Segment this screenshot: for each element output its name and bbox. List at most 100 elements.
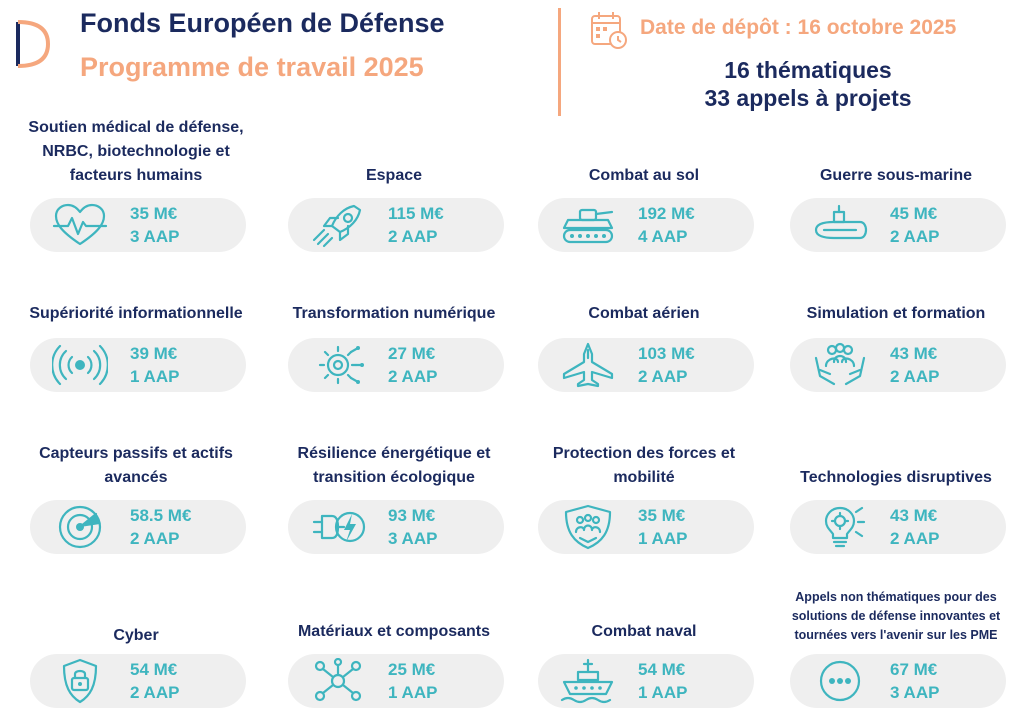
theme-title: Résilience énergétique et transition éco… xyxy=(297,445,491,486)
theme-pill: 25 M€ 1 AAP xyxy=(288,654,504,708)
theme-calls: 3 AAP xyxy=(130,227,180,246)
submarine-icon xyxy=(814,204,868,240)
page-title: Fonds Européen de Défense xyxy=(80,8,445,38)
theme-amount: 35 M€ xyxy=(130,204,178,223)
theme-figures: 35 M€ 3 AAP xyxy=(130,202,179,248)
theme-title: Espace xyxy=(365,167,423,184)
theme-pill: 35 M€ 1 AAP xyxy=(538,500,754,554)
theme-pill: 58.5 M€ 2 AAP xyxy=(30,500,246,554)
theme-card: Espace 115 M€ 2 AAP xyxy=(274,164,514,256)
cyber-lock-icon xyxy=(62,658,98,704)
theme-amount: 192 M€ xyxy=(638,204,695,223)
heart-pulse-icon xyxy=(52,203,108,246)
theme-title: Soutien médical de défense, NRBC, biotec… xyxy=(28,119,244,184)
theme-title: Matériaux et composants xyxy=(297,623,491,640)
calls-count: 33 appels à projets xyxy=(704,85,912,111)
page-subtitle: Programme de travail 2025 xyxy=(80,52,424,82)
theme-card: Supériorité informationnelle 39 M€ 1 AAP xyxy=(16,302,256,394)
theme-pill: 54 M€ 2 AAP xyxy=(30,654,246,708)
people-hands-icon xyxy=(814,342,866,386)
theme-pill: 27 M€ 2 AAP xyxy=(288,338,504,392)
theme-amount: 43 M€ xyxy=(890,344,938,363)
theme-figures: 27 M€ 2 AAP xyxy=(388,342,437,388)
theme-figures: 67 M€ 3 AAP xyxy=(890,658,939,704)
theme-amount: 43 M€ xyxy=(890,506,938,525)
theme-pill: 103 M€ 2 AAP xyxy=(538,338,754,392)
theme-pill: 54 M€ 1 AAP xyxy=(538,654,754,708)
theme-amount: 27 M€ xyxy=(388,344,436,363)
theme-calls: 1 AAP xyxy=(638,683,688,702)
theme-card: Protection des forces et mobilité 35 M€ … xyxy=(524,442,764,556)
theme-amount: 45 M€ xyxy=(890,204,938,223)
theme-card: Transformation numérique 27 M€ 2 AAP xyxy=(274,302,514,394)
theme-card: Combat aérien 103 M€ 2 AAP xyxy=(524,302,764,394)
theme-figures: 39 M€ 1 AAP xyxy=(130,342,179,388)
theme-card: Appels non thématiques pour des solution… xyxy=(776,588,1016,714)
theme-figures: 115 M€ 2 AAP xyxy=(388,202,444,248)
theme-pill: 39 M€ 1 AAP xyxy=(30,338,246,392)
rocket-icon xyxy=(312,204,362,248)
submission-date: Date de dépôt : 16 octobre 2025 xyxy=(640,16,957,39)
theme-title: Simulation et formation xyxy=(806,305,986,322)
theme-amount: 54 M€ xyxy=(638,660,686,679)
theme-pill: 43 M€ 2 AAP xyxy=(790,338,1006,392)
theme-pill: 115 M€ 2 AAP xyxy=(288,198,504,252)
theme-pill: 35 M€ 3 AAP xyxy=(30,198,246,252)
theme-figures: 35 M€ 1 AAP xyxy=(638,504,687,550)
theme-pill: 192 M€ 4 AAP xyxy=(538,198,754,252)
theme-card: Résilience énergétique et transition éco… xyxy=(274,442,514,556)
theme-calls: 2 AAP xyxy=(638,367,688,386)
theme-title: Transformation numérique xyxy=(292,305,496,322)
theme-calls: 3 AAP xyxy=(388,529,438,548)
theme-figures: 103 M€ 2 AAP xyxy=(638,342,695,388)
theme-figures: 43 M€ 2 AAP xyxy=(890,342,939,388)
molecule-icon xyxy=(314,658,362,702)
theme-title: Appels non thématiques pour des solution… xyxy=(791,590,1001,642)
theme-pill: 45 M€ 2 AAP xyxy=(790,198,1006,252)
theme-calls: 1 AAP xyxy=(388,683,438,702)
theme-title: Guerre sous-marine xyxy=(819,167,973,184)
theme-card: Combat naval 54 M€ 1 AAP xyxy=(524,620,764,714)
theme-card: Combat au sol 192 M€ 4 AAP xyxy=(524,164,764,256)
theme-card: Cyber 54 M€ 2 AAP xyxy=(16,624,256,714)
theme-amount: 54 M€ xyxy=(130,660,178,679)
theme-pill: 93 M€ 3 AAP xyxy=(288,500,504,554)
shield-people-icon xyxy=(564,504,612,550)
theme-amount: 103 M€ xyxy=(638,344,695,363)
theme-title: Combat naval xyxy=(591,623,697,640)
theme-figures: 58.5 M€ 2 AAP xyxy=(130,504,191,550)
theme-amount: 58.5 M€ xyxy=(130,506,192,525)
theme-calls: 3 AAP xyxy=(890,683,940,702)
theme-calls: 1 AAP xyxy=(130,367,180,386)
energy-plug-icon xyxy=(312,511,366,543)
theme-calls: 2 AAP xyxy=(388,367,438,386)
theme-calls: 2 AAP xyxy=(890,529,940,548)
theme-title: Cyber xyxy=(113,627,159,644)
theme-card: Capteurs passifs et actifs avancés 58.5 … xyxy=(16,442,256,556)
theme-pill: 43 M€ 2 AAP xyxy=(790,500,1006,554)
signal-broadcast-icon xyxy=(52,344,108,386)
theme-amount: 115 M€ xyxy=(388,204,444,223)
theme-card: Matériaux et composants 25 M€ 1 AAP xyxy=(274,620,514,714)
digital-gear-icon xyxy=(318,345,364,385)
header-divider xyxy=(558,8,561,116)
lightbulb-gear-icon xyxy=(824,506,866,548)
warship-icon xyxy=(560,658,614,704)
theme-figures: 93 M€ 3 AAP xyxy=(388,504,437,550)
theme-title: Technologies disruptives xyxy=(800,469,992,486)
theme-title: Protection des forces et mobilité xyxy=(552,445,736,486)
logo-icon xyxy=(16,20,51,68)
theme-calls: 1 AAP xyxy=(638,529,688,548)
theme-card: Guerre sous-marine 45 M€ 2 AAP xyxy=(776,164,1016,256)
theme-amount: 67 M€ xyxy=(890,660,938,679)
theme-calls: 4 AAP xyxy=(638,227,688,246)
theme-figures: 54 M€ 2 AAP xyxy=(130,658,179,704)
theme-figures: 192 M€ 4 AAP xyxy=(638,202,695,248)
theme-card: Soutien médical de défense, NRBC, biotec… xyxy=(16,116,256,256)
theme-calls: 2 AAP xyxy=(388,227,438,246)
theme-amount: 35 M€ xyxy=(638,506,686,525)
tank-icon xyxy=(562,208,614,244)
theme-calls: 2 AAP xyxy=(890,367,940,386)
radar-icon xyxy=(58,505,102,549)
theme-calls: 2 AAP xyxy=(890,227,940,246)
